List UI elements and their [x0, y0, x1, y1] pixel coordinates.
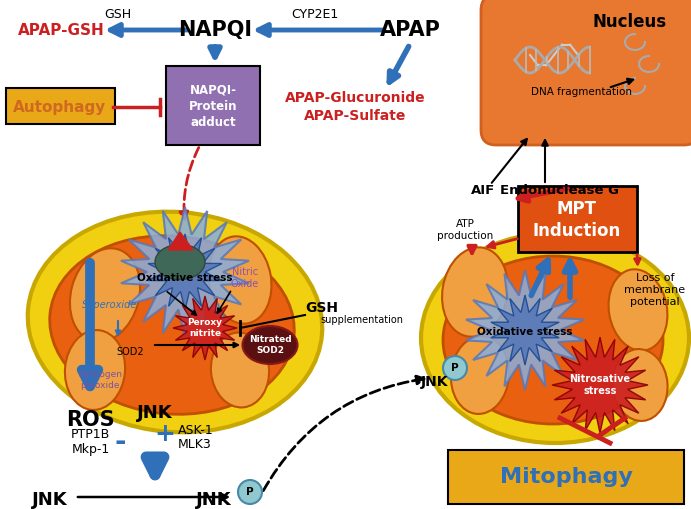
FancyBboxPatch shape: [518, 186, 637, 252]
Text: -: -: [114, 428, 126, 456]
Text: PTP1B: PTP1B: [70, 429, 110, 441]
Polygon shape: [552, 337, 648, 433]
Text: Nitrated
SOD2: Nitrated SOD2: [249, 335, 292, 355]
Text: SOD2: SOD2: [116, 347, 144, 357]
Ellipse shape: [50, 236, 294, 414]
FancyBboxPatch shape: [166, 66, 260, 145]
Ellipse shape: [28, 212, 322, 432]
Ellipse shape: [211, 332, 269, 407]
Text: Endonuclease G: Endonuclease G: [500, 184, 620, 196]
Text: AIF: AIF: [471, 184, 495, 196]
Ellipse shape: [443, 256, 663, 424]
Text: MLK3: MLK3: [178, 438, 211, 451]
Text: JNK: JNK: [422, 375, 448, 389]
Text: Nitrosative
stress: Nitrosative stress: [569, 374, 631, 396]
Ellipse shape: [451, 336, 509, 414]
FancyBboxPatch shape: [481, 0, 691, 145]
Text: NAPQI-
Protein
adduct: NAPQI- Protein adduct: [189, 83, 237, 128]
Ellipse shape: [609, 269, 668, 351]
Text: JNK: JNK: [32, 491, 68, 509]
Text: APAP-Glucuronide
APAP-Sulfate: APAP-Glucuronide APAP-Sulfate: [285, 91, 426, 123]
Ellipse shape: [612, 349, 668, 421]
Polygon shape: [121, 207, 249, 337]
Ellipse shape: [243, 326, 298, 364]
Text: Loss of
membrane
potential: Loss of membrane potential: [625, 273, 685, 307]
Text: Superoxide: Superoxide: [82, 300, 138, 310]
Text: JNK: JNK: [138, 404, 173, 422]
Text: Oxidative stress: Oxidative stress: [138, 273, 233, 283]
Text: Autophagy: Autophagy: [13, 99, 106, 115]
Polygon shape: [466, 270, 584, 390]
Text: MPT
Induction: MPT Induction: [533, 200, 621, 240]
Ellipse shape: [209, 236, 272, 324]
Ellipse shape: [442, 247, 508, 336]
Polygon shape: [491, 295, 559, 365]
Text: P: P: [246, 487, 254, 497]
Text: Nucleus: Nucleus: [593, 13, 667, 31]
Text: CYP2E1: CYP2E1: [292, 8, 339, 20]
Text: ATP
production: ATP production: [437, 219, 493, 241]
Text: Hydrogen
peroxide: Hydrogen peroxide: [78, 371, 122, 390]
Text: +: +: [155, 422, 176, 446]
Text: supplementation: supplementation: [320, 315, 403, 325]
Text: Mitophagy: Mitophagy: [500, 467, 632, 487]
Text: DNA fragmentation: DNA fragmentation: [531, 87, 632, 97]
Circle shape: [443, 356, 467, 380]
Text: Nitric
Oxide: Nitric Oxide: [231, 267, 259, 289]
Ellipse shape: [421, 233, 689, 443]
Polygon shape: [148, 234, 222, 310]
Text: JNK: JNK: [196, 491, 232, 509]
FancyBboxPatch shape: [6, 88, 115, 124]
FancyBboxPatch shape: [448, 450, 684, 504]
Text: ASK-1: ASK-1: [178, 423, 214, 437]
Text: NAPQI: NAPQI: [178, 20, 252, 40]
Text: APAP: APAP: [379, 20, 440, 40]
Text: Peroxy
nitrite: Peroxy nitrite: [187, 318, 223, 337]
Text: P: P: [451, 363, 459, 373]
Ellipse shape: [65, 330, 125, 410]
Text: GSH: GSH: [305, 301, 338, 315]
Ellipse shape: [70, 248, 140, 342]
Text: Mkp-1: Mkp-1: [72, 443, 110, 457]
Polygon shape: [168, 232, 193, 250]
Polygon shape: [173, 296, 237, 360]
Text: GSH: GSH: [104, 8, 131, 20]
Ellipse shape: [155, 244, 205, 279]
Circle shape: [238, 480, 262, 504]
Text: APAP-GSH: APAP-GSH: [18, 22, 105, 38]
Text: Oxidative stress: Oxidative stress: [477, 327, 573, 337]
Text: ROS: ROS: [66, 410, 114, 430]
